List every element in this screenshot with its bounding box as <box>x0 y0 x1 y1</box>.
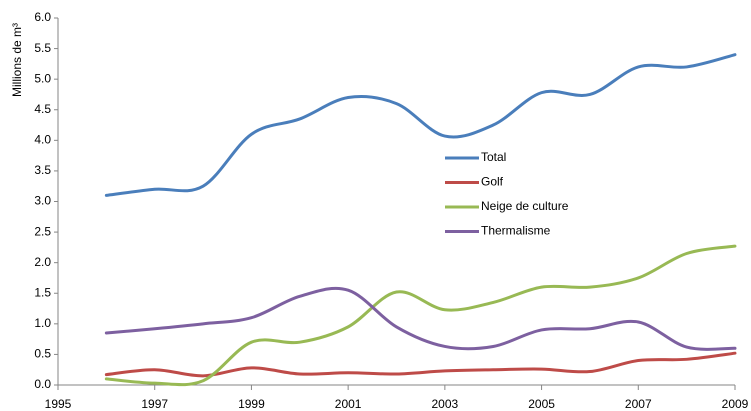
y-tick-label: 3.0 <box>34 194 51 208</box>
y-tick-label: 3.5 <box>34 163 51 177</box>
x-tick-label: 1999 <box>238 397 265 411</box>
y-tick-label: 2.5 <box>34 224 51 238</box>
y-tick-label: 0.5 <box>34 347 51 361</box>
y-axis-label: Millions de m³ <box>10 23 24 97</box>
series-line <box>104 53 737 197</box>
y-tick-label: 5.5 <box>34 41 51 55</box>
x-tick-label: 2005 <box>528 397 555 411</box>
x-tick-label: 1995 <box>45 397 72 411</box>
y-tick-label: 1.5 <box>34 285 51 299</box>
x-tick-label: 2009 <box>722 397 749 411</box>
series-line <box>104 286 737 351</box>
legend-label: Golf <box>481 175 504 189</box>
y-tick-label: 5.0 <box>34 71 51 85</box>
y-tick-label: 4.5 <box>34 102 51 116</box>
y-tick-label: 1.0 <box>34 316 51 330</box>
y-tick-label: 2.0 <box>34 255 51 269</box>
y-tick-label: 4.0 <box>34 133 51 147</box>
legend-label: Total <box>481 150 506 164</box>
legend-label: Thermalisme <box>481 224 551 238</box>
x-tick-label: 2007 <box>625 397 652 411</box>
x-tick-label: 2003 <box>432 397 459 411</box>
y-tick-label: 6.0 <box>34 10 51 24</box>
x-tick-label: 1997 <box>141 397 168 411</box>
x-tick-label: 2001 <box>335 397 362 411</box>
series-line <box>104 351 737 378</box>
legend-label: Neige de culture <box>481 199 569 213</box>
y-tick-label: 0.0 <box>34 377 51 391</box>
series-line <box>104 244 737 387</box>
